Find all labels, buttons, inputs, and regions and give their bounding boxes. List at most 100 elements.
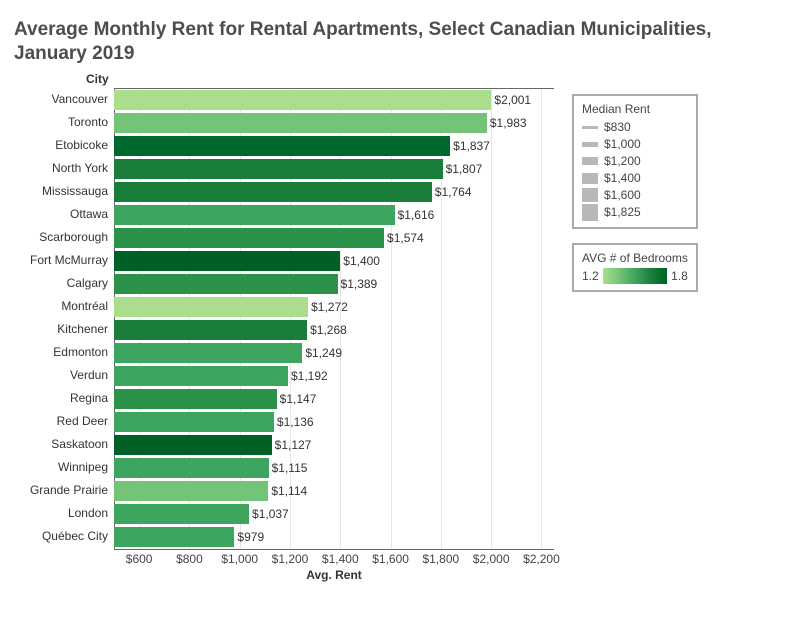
bar-value-label: $1,764	[432, 185, 472, 199]
bar-value-label: $1,115	[269, 461, 308, 475]
bar-row: $1,616	[114, 204, 554, 227]
chart-title: Average Monthly Rent for Rental Apartmen…	[14, 18, 786, 66]
bar-row: $1,114	[114, 480, 554, 503]
bar	[114, 159, 443, 179]
city-label: London	[14, 502, 114, 525]
legend-avg-bedrooms: AVG # of Bedrooms 1.2 1.8	[572, 243, 698, 292]
legend-color-min: 1.2	[582, 269, 599, 283]
chart-area: City VancouverTorontoEtobicokeNorth York…	[14, 72, 554, 582]
city-label: Kitchener	[14, 318, 114, 341]
bar	[114, 366, 288, 386]
bar-row: $1,249	[114, 342, 554, 365]
bar	[114, 113, 487, 133]
bar-row: $1,127	[114, 434, 554, 457]
legend-size-swatch	[582, 173, 598, 184]
legend-size-row: $1,000	[582, 136, 688, 153]
city-label: Red Deer	[14, 410, 114, 433]
city-label: Verdun	[14, 364, 114, 387]
legend-size-row: $1,600	[582, 187, 688, 204]
bar-value-label: $1,389	[338, 277, 378, 291]
bar-value-label: $1,268	[307, 323, 347, 337]
bar-value-label: $1,127	[272, 438, 312, 452]
bar-row: $2,001	[114, 89, 554, 112]
bar	[114, 228, 384, 248]
legend-median-rent: Median Rent $830$1,000$1,200$1,400$1,600…	[572, 94, 698, 229]
legend-size-label: $1,600	[604, 188, 641, 202]
legend-size-label: $1,200	[604, 154, 641, 168]
bar-value-label: $1,037	[249, 507, 289, 521]
city-label: Scarborough	[14, 226, 114, 249]
legend-size-row: $1,825	[582, 204, 688, 221]
city-label: Fort McMurray	[14, 249, 114, 272]
bars-container: $2,001 $1,983 $1,837 $1,807 $1,764 $1,616 $1,5…	[114, 89, 554, 549]
city-label: Etobicoke	[14, 134, 114, 157]
bar	[114, 435, 272, 455]
legend-size-title: Median Rent	[582, 102, 688, 116]
bar-row: $1,268	[114, 319, 554, 342]
legends: Median Rent $830$1,000$1,200$1,400$1,600…	[572, 94, 698, 292]
bar-value-label: $1,400	[340, 254, 380, 268]
bar-row: $1,037	[114, 503, 554, 526]
bar	[114, 136, 450, 156]
city-label: Regina	[14, 387, 114, 410]
city-label: Vancouver	[14, 88, 114, 111]
bar-value-label: $979	[234, 530, 264, 544]
bar-value-label: $1,272	[308, 300, 348, 314]
bar	[114, 481, 268, 501]
x-tick-label: $800	[176, 552, 203, 566]
bar	[114, 182, 432, 202]
bar-value-label: $1,136	[274, 415, 314, 429]
bar	[114, 504, 249, 524]
y-axis-labels: VancouverTorontoEtobicokeNorth YorkMissi…	[14, 88, 114, 550]
chart-main: City VancouverTorontoEtobicokeNorth York…	[14, 72, 786, 582]
legend-size-row: $1,200	[582, 153, 688, 170]
x-tick-label: $1,600	[372, 552, 409, 566]
bar	[114, 205, 395, 225]
city-label: Saskatoon	[14, 433, 114, 456]
bar-row: $1,764	[114, 181, 554, 204]
bar-row: $1,192	[114, 365, 554, 388]
x-tick-label: $2,200	[523, 552, 560, 566]
bar-row: $1,807	[114, 158, 554, 181]
y-axis-title: City	[86, 72, 115, 86]
x-tick-label: $1,200	[272, 552, 309, 566]
city-label: Ottawa	[14, 203, 114, 226]
bar-value-label: $1,616	[395, 208, 435, 222]
legend-color-gradient	[603, 268, 667, 284]
bar	[114, 412, 274, 432]
bar	[114, 320, 307, 340]
bar	[114, 251, 340, 271]
bar	[114, 274, 338, 294]
city-label: North York	[14, 157, 114, 180]
bar-row: $1,837	[114, 135, 554, 158]
x-axis-title: Avg. Rent	[114, 568, 554, 582]
legend-size-swatch	[582, 188, 598, 202]
x-tick-label: $1,800	[422, 552, 459, 566]
bar	[114, 90, 491, 110]
city-label: Toronto	[14, 111, 114, 134]
bar	[114, 458, 269, 478]
bar-value-label: $1,837	[450, 139, 490, 153]
bar-value-label: $1,574	[384, 231, 424, 245]
legend-size-row: $830	[582, 119, 688, 136]
bar	[114, 297, 308, 317]
legend-size-swatch	[582, 204, 598, 221]
bar	[114, 527, 234, 547]
bar-row: $1,389	[114, 273, 554, 296]
city-label: Calgary	[14, 272, 114, 295]
plot-area: $2,001 $1,983 $1,837 $1,807 $1,764 $1,616 $1,5…	[114, 88, 554, 550]
x-tick-label: $600	[126, 552, 153, 566]
bar-value-label: $1,114	[268, 484, 307, 498]
bar-row: $1,136	[114, 411, 554, 434]
bar-row: $1,115	[114, 457, 554, 480]
legend-size-swatch	[582, 157, 598, 165]
legend-size-label: $830	[604, 120, 631, 134]
bar-row: $1,400	[114, 250, 554, 273]
bar	[114, 389, 277, 409]
bar-row: $1,574	[114, 227, 554, 250]
bar-row: $1,983	[114, 112, 554, 135]
bar	[114, 343, 302, 363]
bar-value-label: $1,983	[487, 116, 527, 130]
city-label: Winnipeg	[14, 456, 114, 479]
city-label: Mississauga	[14, 180, 114, 203]
